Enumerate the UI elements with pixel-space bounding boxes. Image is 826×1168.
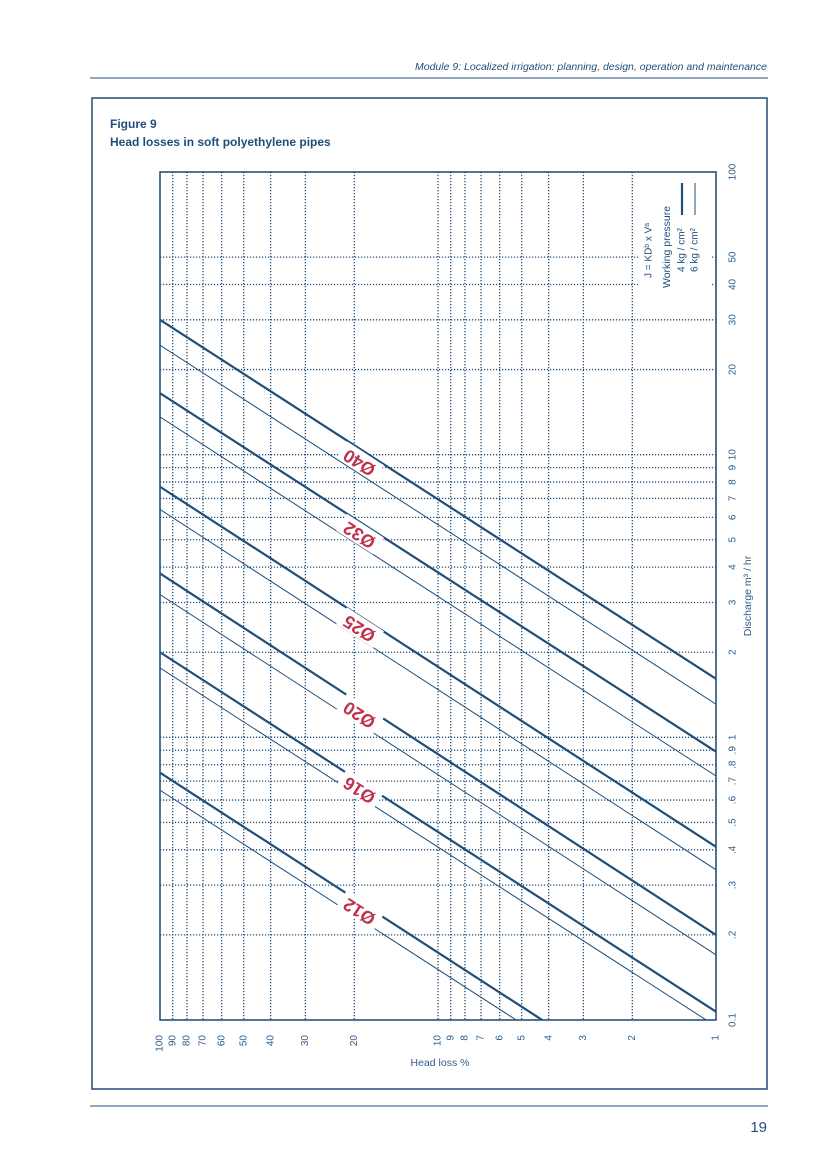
- y-tick-label: 6: [728, 514, 739, 520]
- y-tick-label: 10: [728, 449, 739, 461]
- y-tick-label: 2: [728, 649, 739, 655]
- legend-title: Working pressure: [661, 206, 673, 288]
- x-tick-label: 100: [155, 1035, 166, 1052]
- legend-formula: J = KDᵇ x Vᵃ: [644, 223, 655, 278]
- figure-label: Figure 9: [110, 117, 157, 131]
- x-axis-title: Head loss %: [411, 1057, 470, 1069]
- y-tick-label: 8: [728, 479, 739, 485]
- y-tick-label: 7: [728, 495, 739, 501]
- chart: 100 90 80 70 60 50 40 30 20 10 9 8 7 6 5 4 3 2 10.1.2.3.4.…: [155, 163, 754, 1069]
- legend-box: [640, 178, 712, 302]
- x-tick-label: 3: [578, 1035, 589, 1041]
- y-tick-label: 1: [728, 734, 739, 740]
- y-tick-label: .7: [728, 777, 739, 786]
- y-tick-label: 0.1: [728, 1013, 739, 1027]
- pipe-line: [160, 318, 716, 680]
- y-tick-label: 20: [728, 364, 739, 376]
- pipe-line: [160, 485, 716, 848]
- x-tick-label: 8: [460, 1035, 471, 1041]
- y-tick-label: 4: [728, 564, 739, 570]
- x-tick-label: 60: [216, 1035, 227, 1047]
- x-tick-label: 6: [494, 1035, 505, 1041]
- y-tick-label: .9: [728, 746, 739, 755]
- lines: [160, 318, 716, 1020]
- pipe-label-bg: [336, 441, 384, 482]
- pipe-label-bg: [336, 890, 384, 932]
- y-tick-label: .5: [728, 818, 739, 827]
- pipe-label-bg: [336, 607, 384, 649]
- x-tick-label: 40: [265, 1035, 276, 1047]
- x-tick-label: 4: [543, 1035, 554, 1041]
- x-tick-label: 50: [238, 1035, 249, 1047]
- x-tick-label: 20: [349, 1035, 360, 1047]
- y-tick-label: 100: [728, 163, 739, 180]
- page-number: 19: [750, 1119, 767, 1136]
- figure-frame: [91, 97, 768, 1090]
- pipe-line: [160, 789, 518, 1020]
- legend-label: 6 kg / cm²: [690, 227, 701, 272]
- x-tick-label: 5: [516, 1035, 527, 1041]
- x-tick-label: 2: [627, 1035, 638, 1041]
- x-tick-label: 9: [445, 1035, 456, 1041]
- y-tick-label: 50: [728, 251, 739, 263]
- pipe-line: [160, 392, 716, 753]
- x-tick-label: 10: [433, 1035, 444, 1047]
- pipe-line: [160, 416, 716, 777]
- header: Module 9: Localized irrigation: planning…: [415, 61, 767, 73]
- y-tick-label: 40: [728, 278, 739, 290]
- y-tick-label: 9: [728, 464, 739, 470]
- pipe-label-bg: [336, 513, 384, 555]
- x-tick-label: 1: [711, 1035, 722, 1041]
- y-tick-label: .3: [728, 881, 739, 890]
- pipe-label-bg: [336, 768, 384, 810]
- y-tick-label: .2: [728, 930, 739, 939]
- pipe-line: [160, 651, 716, 1013]
- pipe-line: [160, 344, 716, 705]
- y-tick-label: .6: [728, 795, 739, 804]
- pipe-line: [160, 594, 716, 956]
- y-axis-title: Discharge m³ / hr: [742, 555, 754, 636]
- y-tick-label: 3: [728, 599, 739, 605]
- x-tick-label: 80: [182, 1035, 193, 1047]
- legend-label: 4 kg / cm²: [677, 227, 688, 272]
- pipe-line: [160, 509, 716, 871]
- x-tick-label: 70: [198, 1035, 209, 1047]
- y-tick-label: 5: [728, 537, 739, 543]
- y-tick-label: 30: [728, 314, 739, 326]
- x-tick-label: 90: [167, 1035, 178, 1047]
- pipe-line: [160, 572, 716, 936]
- figure-title: Head losses in soft polyethylene pipes: [110, 135, 331, 149]
- pipe-line: [160, 771, 545, 1020]
- plot-frame: [159, 171, 717, 1021]
- y-tick-label: .8: [728, 760, 739, 769]
- x-tick-label: 7: [476, 1035, 487, 1041]
- y-tick-label: .4: [728, 845, 739, 854]
- x-tick-label: 30: [300, 1035, 311, 1047]
- pipe-label-bg: [336, 693, 384, 735]
- pipe-line: [160, 667, 708, 1020]
